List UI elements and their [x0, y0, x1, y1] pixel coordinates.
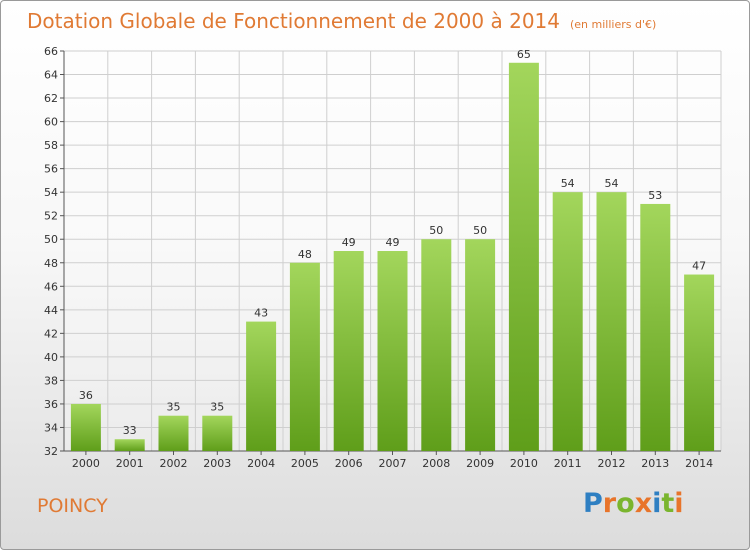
logo-letter: x: [634, 488, 653, 519]
y-tick-label: 66: [44, 45, 58, 58]
bar-value-label: 47: [692, 260, 706, 273]
logo-letter: t: [661, 488, 675, 519]
chart-title: Dotation Globale de Fonctionnement de 20…: [27, 9, 656, 33]
bar: [246, 321, 277, 451]
bar-value-label: 35: [167, 401, 181, 414]
y-tick-label: 32: [44, 445, 58, 458]
x-tick-label: 2009: [466, 457, 494, 470]
bar: [114, 439, 145, 451]
bar-value-label: 49: [386, 236, 400, 249]
bar-value-label: 53: [648, 189, 662, 202]
x-tick-label: 2006: [335, 457, 363, 470]
y-tick-label: 42: [44, 327, 58, 340]
bar: [158, 415, 189, 451]
bar-value-label: 54: [561, 177, 575, 190]
bar: [333, 251, 364, 451]
bar: [70, 403, 101, 451]
x-tick-label: 2014: [685, 457, 713, 470]
x-tick-label: 2010: [510, 457, 538, 470]
y-tick-label: 58: [44, 139, 58, 152]
commune-name: POINCY: [37, 495, 108, 517]
logo-letter: i: [674, 488, 684, 519]
x-tick-label: 2005: [291, 457, 319, 470]
bar-value-label: 65: [517, 48, 531, 61]
y-tick-label: 60: [44, 116, 58, 129]
y-tick-label: 40: [44, 351, 58, 364]
bar: [465, 239, 496, 451]
y-tick-label: 62: [44, 92, 58, 105]
chart-unit: (en milliers d'€): [570, 18, 657, 31]
y-tick-label: 34: [44, 421, 58, 434]
bar: [421, 239, 452, 451]
logo-letter: i: [652, 488, 662, 519]
x-tick-label: 2002: [160, 457, 188, 470]
bar-value-label: 33: [123, 424, 137, 437]
x-tick-label: 2011: [554, 457, 582, 470]
y-tick-label: 38: [44, 374, 58, 387]
bar: [289, 262, 320, 451]
bar-value-label: 50: [429, 224, 443, 237]
bar: [202, 415, 233, 451]
logo-letter: P: [583, 488, 603, 519]
bar: [508, 62, 539, 451]
bar: [684, 274, 715, 451]
y-tick-label: 48: [44, 257, 58, 270]
bar-value-label: 43: [254, 307, 268, 320]
bar: [377, 251, 408, 451]
x-tick-label: 2008: [422, 457, 450, 470]
chart-title-text: Dotation Globale de Fonctionnement de 20…: [27, 9, 560, 33]
bar-value-label: 49: [342, 236, 356, 249]
bar-value-label: 54: [605, 177, 619, 190]
y-tick-label: 56: [44, 163, 58, 176]
y-tick-label: 36: [44, 398, 58, 411]
y-tick-label: 44: [44, 304, 58, 317]
y-tick-label: 50: [44, 233, 58, 246]
bar: [552, 192, 583, 452]
logo-letter: o: [616, 488, 635, 519]
bar-value-label: 48: [298, 248, 312, 261]
y-tick-label: 64: [44, 69, 58, 82]
bar-value-label: 50: [473, 224, 487, 237]
bar-value-label: 36: [79, 389, 93, 402]
x-tick-label: 2003: [203, 457, 231, 470]
y-tick-label: 52: [44, 210, 58, 223]
bar: [596, 192, 627, 452]
bar: [640, 203, 671, 451]
x-tick-label: 2004: [247, 457, 275, 470]
y-tick-label: 54: [44, 186, 58, 199]
x-tick-label: 2007: [379, 457, 407, 470]
x-tick-label: 2013: [641, 457, 669, 470]
x-tick-label: 2000: [72, 457, 100, 470]
bar-value-label: 35: [210, 401, 224, 414]
proxiti-logo: Proxiti: [583, 488, 684, 519]
x-tick-label: 2001: [116, 457, 144, 470]
logo-letter: r: [602, 488, 617, 519]
x-tick-label: 2012: [598, 457, 626, 470]
y-tick-label: 46: [44, 280, 58, 293]
